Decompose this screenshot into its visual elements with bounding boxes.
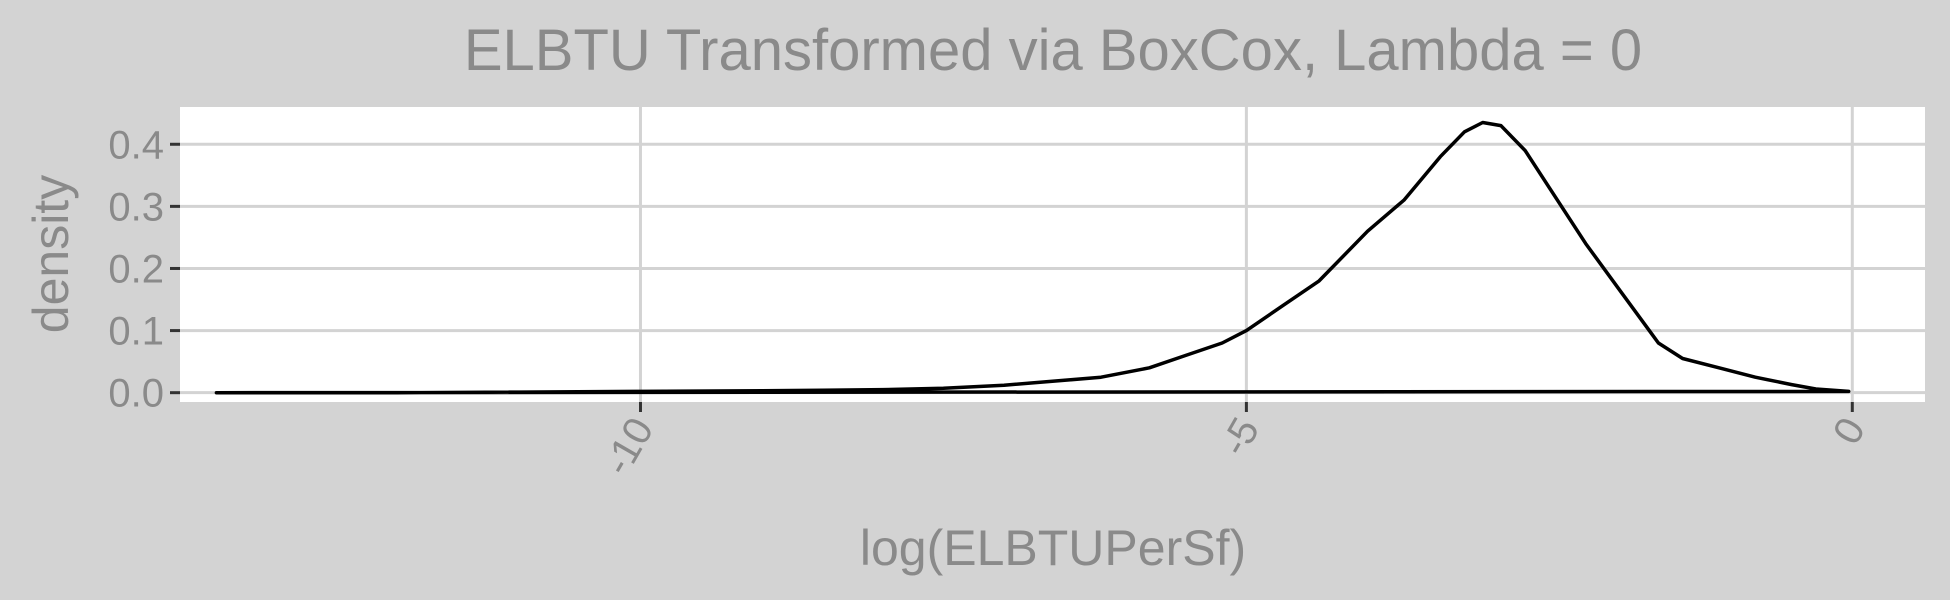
y-tick-label: 0.1: [108, 310, 164, 354]
x-axis-title: log(ELBTUPerSf): [860, 520, 1246, 576]
series-layer: [214, 120, 1851, 395]
plot-panel: [180, 107, 1925, 402]
x-tick-label: -5: [1212, 411, 1268, 464]
density-line: [214, 120, 1851, 395]
y-tick-label: 0.0: [108, 372, 164, 416]
y-tick-label: 0.4: [108, 123, 164, 167]
x-tick-label: 0: [1825, 411, 1874, 452]
x-tick-label: -10: [595, 411, 662, 483]
y-tick-label: 0.2: [108, 247, 164, 291]
chart-title: ELBTU Transformed via BoxCox, Lambda = 0: [464, 18, 1642, 83]
y-axis-title: density: [23, 175, 79, 333]
axis-ticks: [170, 142, 1854, 412]
y-tick-label: 0.3: [108, 185, 164, 229]
